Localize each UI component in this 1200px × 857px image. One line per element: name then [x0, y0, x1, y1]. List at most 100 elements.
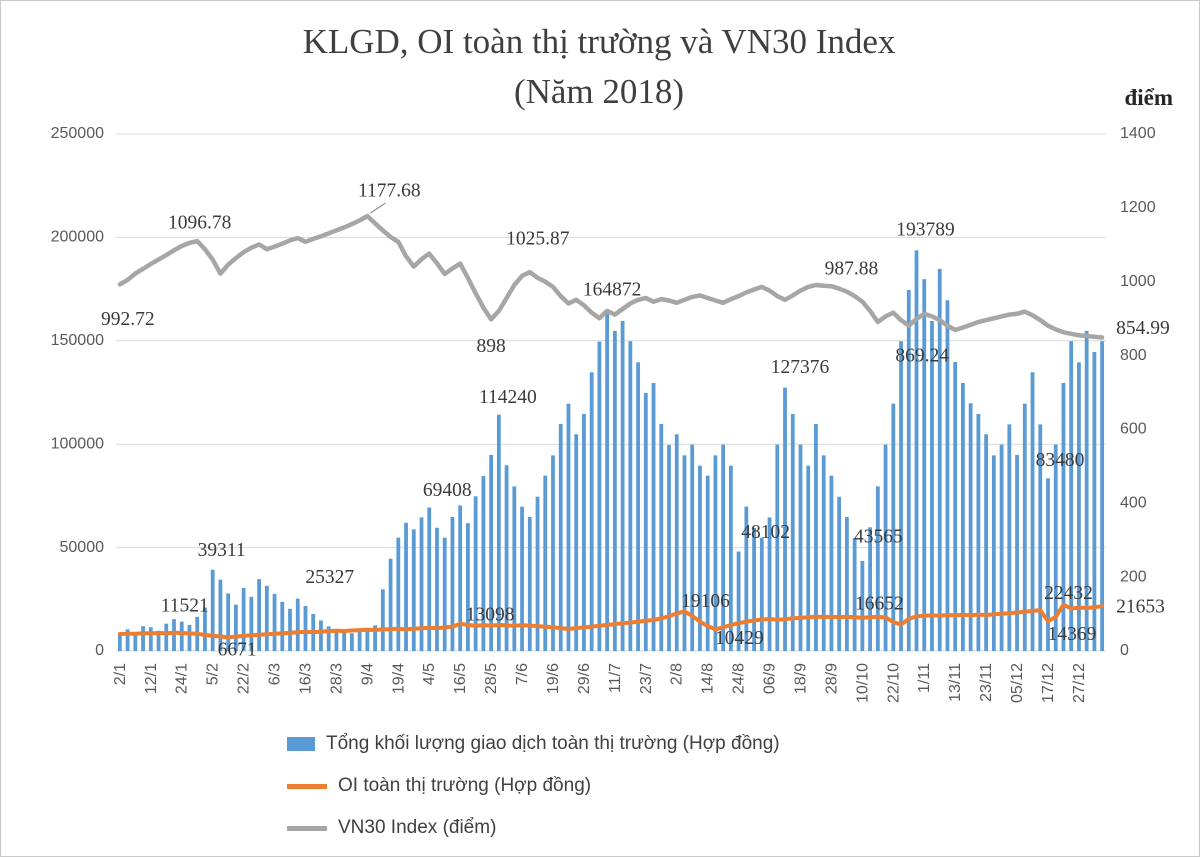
volume-bar	[1053, 444, 1058, 651]
volume-bar	[728, 465, 733, 651]
volume-bar	[117, 634, 122, 651]
volume-bar	[605, 310, 610, 651]
volume-bar	[203, 607, 207, 651]
legend-swatch-oi	[287, 783, 327, 789]
volume-bar	[643, 392, 648, 651]
volume-bar	[659, 423, 664, 651]
volume-bar	[690, 444, 695, 651]
volume-bar	[241, 587, 246, 651]
oi-line	[117, 602, 1105, 640]
legend-label-vn30: VN30 Index (điểm)	[338, 817, 497, 838]
volume-bar	[187, 624, 192, 651]
volume-bar	[891, 403, 896, 651]
x-axis-tick-label: 12/1	[143, 663, 160, 694]
volume-bar	[790, 414, 795, 651]
volume-bar	[1084, 330, 1089, 651]
volume-bar	[512, 486, 517, 651]
data-label: 1025.87	[506, 229, 570, 250]
chart-title-line2: (Năm 2018)	[513, 72, 685, 111]
volume-bar	[651, 382, 656, 651]
data-label: 10429	[715, 628, 764, 649]
volume-bar	[249, 596, 254, 651]
data-label: 13098	[466, 604, 515, 625]
x-axis-tick-label: 11/7	[607, 663, 624, 693]
right-axis-tick-label: 0	[1120, 642, 1129, 659]
volume-bar	[991, 455, 996, 651]
volume-bar	[520, 506, 524, 651]
volume-bar	[388, 558, 393, 651]
volume-bar	[844, 516, 849, 651]
left-axis-tick-label: 250000	[51, 125, 104, 142]
volume-bar	[620, 320, 625, 651]
data-label: 854.99	[1116, 318, 1170, 339]
data-label: 164872	[583, 280, 642, 301]
volume-bar	[968, 403, 973, 651]
volume-bar	[257, 579, 261, 651]
volume-bar	[984, 434, 989, 651]
volume-bar	[496, 414, 501, 651]
vn30-line	[117, 213, 1105, 340]
volume-bar	[156, 630, 161, 651]
data-label: 22432	[1044, 583, 1093, 604]
x-axis-tick-label: 19/4	[390, 663, 407, 694]
volume-bar	[1092, 351, 1097, 651]
volume-bar	[133, 631, 138, 651]
data-label: 48102	[741, 522, 790, 543]
data-label: 6671	[218, 640, 257, 661]
volume-bar	[365, 629, 370, 651]
volume-bar	[953, 361, 958, 651]
volume-bar	[342, 632, 347, 651]
volume-bar	[852, 538, 857, 651]
legend-swatch-volume	[287, 737, 315, 751]
x-axis-tick-label: 7/6	[514, 663, 531, 685]
volume-bar	[783, 387, 787, 651]
volume-bar	[404, 522, 408, 651]
volume-bar	[473, 496, 478, 651]
x-axis-tick-label: 23/7	[638, 663, 655, 694]
volume-bar	[551, 455, 555, 651]
left-axis-tick-label: 50000	[60, 539, 105, 556]
volume-bar	[466, 523, 470, 651]
data-label: 193789	[896, 220, 955, 241]
volume-bar	[906, 289, 911, 651]
volume-bar	[698, 465, 702, 651]
right-axis-tick-label: 200	[1120, 568, 1147, 585]
volume-bar	[752, 527, 756, 651]
data-label: 16652	[855, 593, 904, 614]
volume-bar	[736, 551, 741, 651]
data-label: 992.72	[101, 309, 155, 330]
volume-bar	[272, 593, 277, 651]
volume-bar	[961, 382, 965, 651]
volume-bar	[349, 633, 354, 651]
volume-bar	[179, 621, 184, 651]
volume-bar	[775, 444, 780, 651]
volume-bar	[458, 505, 463, 651]
volume-bar	[821, 455, 826, 651]
volume-bar	[319, 620, 323, 651]
volume-bar	[411, 529, 416, 651]
annotation-leader	[370, 202, 386, 214]
volume-bar	[380, 589, 385, 651]
x-axis-tick-label: 24/1	[174, 663, 191, 694]
x-axis-tick-label: 18/9	[792, 663, 809, 694]
volume-bar	[674, 434, 679, 651]
volume-bar	[504, 465, 509, 651]
volume-bar	[930, 320, 934, 651]
volume-bar	[125, 629, 130, 651]
volume-bar	[976, 414, 981, 651]
volume-bar	[373, 625, 378, 651]
data-label: 69408	[423, 480, 472, 501]
volume-bar	[210, 569, 215, 651]
volume-bar	[1007, 424, 1012, 651]
data-label: 14369	[1048, 624, 1097, 645]
x-axis-tick-label: 10/10	[854, 663, 871, 703]
data-label: 1177.68	[358, 181, 421, 202]
left-axis-tick-label: 200000	[51, 229, 104, 246]
volume-bar	[705, 475, 710, 651]
right-axis-tick-label: 800	[1120, 347, 1147, 364]
x-axis-tick-label: 2/8	[669, 663, 686, 685]
x-axis-tick-label: 5/2	[205, 663, 222, 685]
right-axis-tick-label: 1200	[1120, 199, 1156, 216]
volume-bar	[914, 250, 919, 651]
